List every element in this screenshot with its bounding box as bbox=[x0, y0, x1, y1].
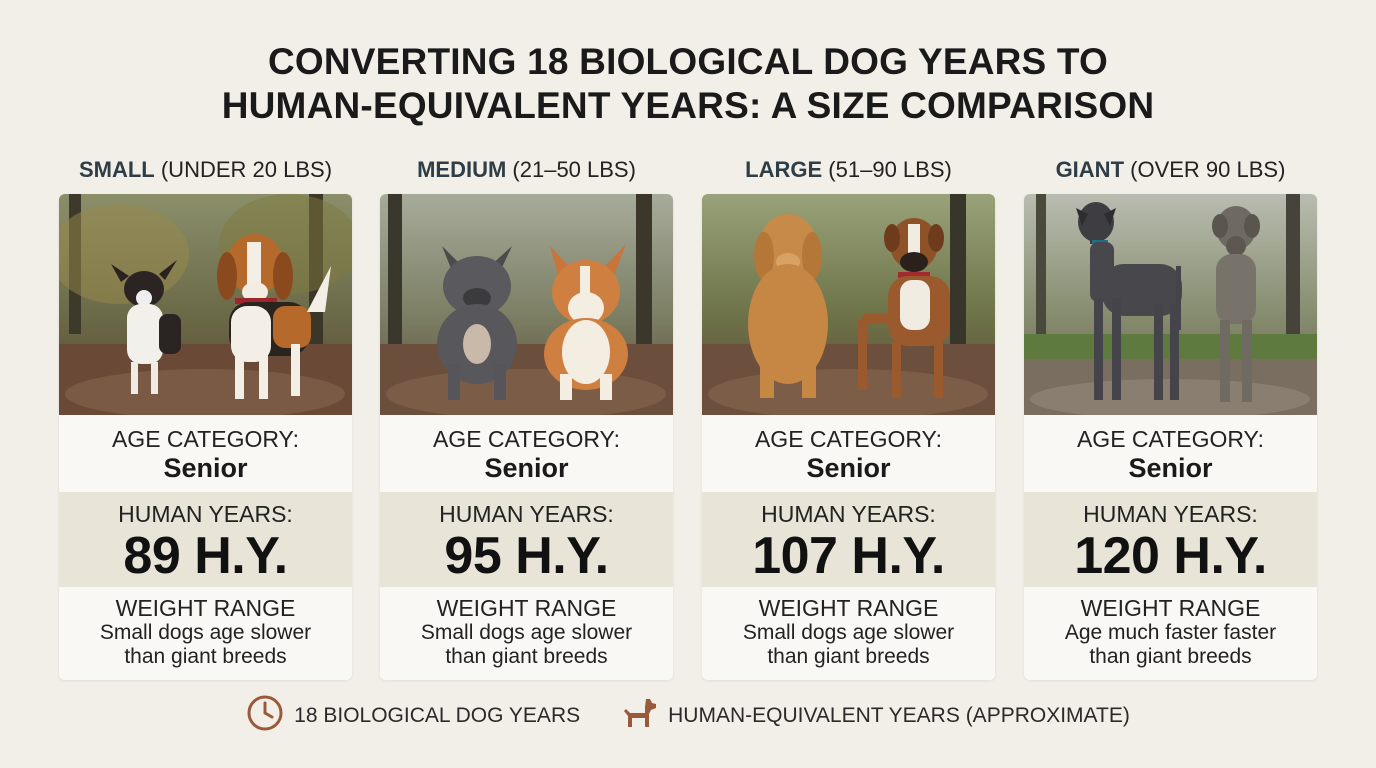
title-line-1: CONVERTING 18 BIOLOGICAL DOG YEARS TO bbox=[267, 41, 1109, 82]
column-heading: LARGE (51–90 LBS) bbox=[702, 152, 995, 192]
weight-range-label: WEIGHT RANGE bbox=[758, 595, 939, 621]
legend-item-dog-years: 18 BIOLOGICAL DOG YEARS bbox=[246, 694, 580, 738]
age-category-label: AGE CATEGORY: bbox=[432, 426, 621, 452]
age-category-label: AGE CATEGORY: bbox=[111, 426, 300, 452]
human-years-value: 120 H.Y. bbox=[1074, 527, 1267, 585]
age-category-section: AGE CATEGORY: Senior bbox=[59, 415, 352, 492]
clock-icon bbox=[246, 694, 284, 738]
weight-note-line-2: than giant breeds bbox=[124, 645, 287, 668]
column-heading: MEDIUM (21–50 LBS) bbox=[380, 152, 673, 192]
dog-card: AGE CATEGORY: Senior HUMAN YEARS: 107 H.… bbox=[702, 194, 995, 680]
size-name: GIANT bbox=[1055, 157, 1125, 182]
human-years-label: HUMAN YEARS: bbox=[761, 501, 936, 527]
age-category-label: AGE CATEGORY: bbox=[754, 426, 943, 452]
weight-range-section: WEIGHT RANGE Small dogs age slower than … bbox=[380, 587, 673, 680]
size-range: (21–50 LBS) bbox=[512, 157, 636, 182]
size-range: (UNDER 20 LBS) bbox=[160, 157, 333, 182]
weight-range-label: WEIGHT RANGE bbox=[436, 595, 617, 621]
dog-icon bbox=[616, 695, 658, 737]
human-years-value: 95 H.Y. bbox=[444, 527, 609, 585]
human-years-section: HUMAN YEARS: 120 H.Y. bbox=[1024, 492, 1317, 587]
human-years-value: 107 H.Y. bbox=[752, 527, 945, 585]
weight-note-line-2: than giant breeds bbox=[767, 645, 930, 668]
human-years-section: HUMAN YEARS: 95 H.Y. bbox=[380, 492, 673, 587]
human-years-value: 89 H.Y. bbox=[123, 527, 288, 585]
dog-card: AGE CATEGORY: Senior HUMAN YEARS: 120 H.… bbox=[1024, 194, 1317, 680]
legend-label-human-years: HUMAN-EQUIVALENT YEARS (APPROXIMATE) bbox=[668, 704, 1130, 727]
weight-note-line-1: Small dogs age slower bbox=[420, 621, 633, 644]
size-name: LARGE bbox=[745, 157, 823, 182]
age-category-value: Senior bbox=[484, 453, 569, 483]
dog-card: AGE CATEGORY: Senior HUMAN YEARS: 95 H.Y… bbox=[380, 194, 673, 680]
column-small: SMALL (UNDER 20 LBS) bbox=[59, 152, 352, 682]
weight-range-section: WEIGHT RANGE Small dogs age slower than … bbox=[59, 587, 352, 680]
weight-note-line-1: Age much faster faster bbox=[1064, 621, 1277, 644]
title-line-2: HUMAN-EQUIVALENT YEARS: A SIZE COMPARISO… bbox=[221, 85, 1155, 126]
age-category-value: Senior bbox=[163, 453, 248, 483]
dog-photo bbox=[59, 194, 352, 415]
size-range: (OVER 90 LBS) bbox=[1130, 157, 1286, 182]
column-heading: GIANT (OVER 90 LBS) bbox=[1024, 152, 1317, 192]
weight-note-line-2: than giant breeds bbox=[445, 645, 608, 668]
page-title: CONVERTING 18 BIOLOGICAL DOG YEARS TO HU… bbox=[0, 40, 1376, 128]
legend-item-human-years: HUMAN-EQUIVALENT YEARS (APPROXIMATE) bbox=[616, 695, 1130, 737]
age-category-section: AGE CATEGORY: Senior bbox=[702, 415, 995, 492]
age-category-section: AGE CATEGORY: Senior bbox=[380, 415, 673, 492]
weight-range-section: WEIGHT RANGE Small dogs age slower than … bbox=[702, 587, 995, 680]
legend: 18 BIOLOGICAL DOG YEARS HUMAN-EQUIVALENT… bbox=[0, 694, 1376, 738]
legend-label-dog-years: 18 BIOLOGICAL DOG YEARS bbox=[294, 704, 581, 727]
human-years-label: HUMAN YEARS: bbox=[1083, 501, 1258, 527]
human-years-label: HUMAN YEARS: bbox=[439, 501, 614, 527]
column-medium: MEDIUM (21–50 LBS) bbox=[380, 152, 673, 682]
human-years-label: HUMAN YEARS: bbox=[118, 501, 293, 527]
weight-note-line-1: Small dogs age slower bbox=[742, 621, 955, 644]
weight-note-line-2: than giant breeds bbox=[1089, 645, 1252, 668]
dog-photo bbox=[380, 194, 673, 415]
column-giant: GIANT (OVER 90 LBS) bbox=[1024, 152, 1317, 682]
size-range: (51–90 LBS) bbox=[828, 157, 952, 182]
weight-note-line-1: Small dogs age slower bbox=[99, 621, 312, 644]
weight-range-label: WEIGHT RANGE bbox=[1080, 595, 1261, 621]
column-large: LARGE (51–90 LBS) bbox=[702, 152, 995, 682]
dog-card: AGE CATEGORY: Senior HUMAN YEARS: 89 H.Y… bbox=[59, 194, 352, 680]
dog-photo bbox=[1024, 194, 1317, 415]
age-category-value: Senior bbox=[1128, 453, 1213, 483]
dog-photo bbox=[702, 194, 995, 415]
size-name: MEDIUM bbox=[417, 157, 507, 182]
size-name: SMALL bbox=[78, 157, 155, 182]
age-category-label: AGE CATEGORY: bbox=[1076, 426, 1265, 452]
human-years-section: HUMAN YEARS: 107 H.Y. bbox=[702, 492, 995, 587]
human-years-section: HUMAN YEARS: 89 H.Y. bbox=[59, 492, 352, 587]
age-category-value: Senior bbox=[806, 453, 891, 483]
weight-range-label: WEIGHT RANGE bbox=[115, 595, 296, 621]
column-heading: SMALL (UNDER 20 LBS) bbox=[59, 152, 352, 192]
weight-range-section: WEIGHT RANGE Age much faster faster than… bbox=[1024, 587, 1317, 680]
age-category-section: AGE CATEGORY: Senior bbox=[1024, 415, 1317, 492]
